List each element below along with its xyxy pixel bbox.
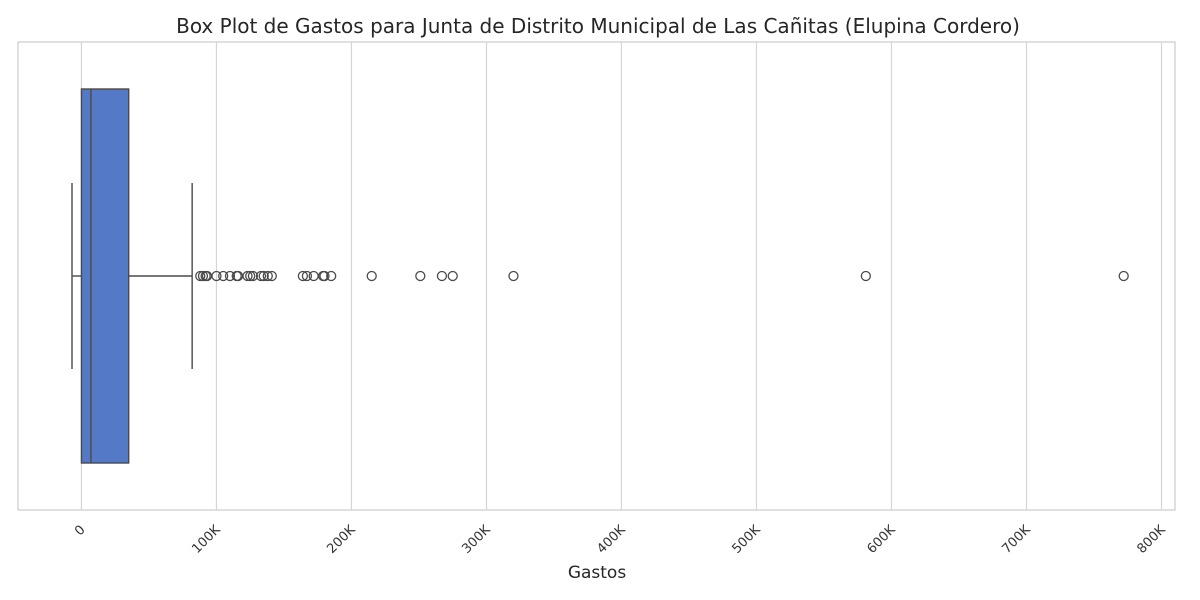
outlier-point [415,270,426,282]
outlier-point [1118,270,1129,282]
outlier-point [301,270,313,282]
outlier-point [197,270,209,282]
outlier-point [447,270,458,282]
x-axis-label: Gastos [568,563,627,583]
plot-frame [17,41,1176,511]
x-tick-label: 400K [594,522,629,557]
outlier-point [366,270,377,282]
outlier-point [326,270,337,282]
outlier-point [255,270,267,282]
x-tick-label: 0 [72,523,88,539]
outlier-point [319,270,330,282]
outlier-point [262,270,273,282]
x-tick-label: 500K [729,522,764,557]
chart-title: Box Plot de Gastos para Junta de Distrit… [176,14,1020,38]
x-tick-label: 700K [999,522,1034,557]
outlier-points [195,270,1129,282]
x-tick-label: 300K [459,522,494,557]
iqr-box [80,88,130,464]
x-tick-label: 800K [1134,522,1169,557]
x-tick-label: 100K [189,522,224,557]
x-tick-label: 200K [324,522,359,557]
box-plot-series [71,88,193,464]
outlier-point [245,270,256,282]
outlier-point [266,270,277,282]
outlier-point [308,270,319,282]
outlier-point [436,270,448,282]
outlier-point [247,270,259,282]
outlier-point [195,270,206,282]
outlier-point [218,270,229,282]
outlier-point [224,270,236,282]
outlier-point [242,270,253,282]
outlier-point [297,270,309,282]
outlier-point [860,270,871,282]
x-tick-label: 600K [864,522,899,557]
grid-lines [80,42,1163,510]
outlier-point [258,270,269,282]
x-axis-ticks: 0 100K 200K 300K 400K 500K 600K 700K 800K [72,522,1169,557]
outlier-point [211,270,222,282]
outlier-point [508,270,519,282]
